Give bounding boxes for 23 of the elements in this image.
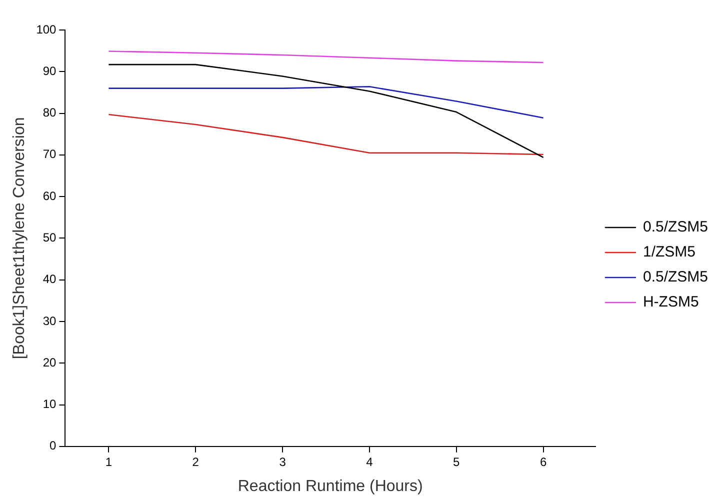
x-tick-label: 5 [453,454,460,469]
y-tick-label: 50 [42,230,57,245]
y-tick-label: 40 [42,272,57,286]
y-tick-label: 70 [42,147,57,162]
legend-label: 0.5/ZSM5 [642,268,708,286]
legend-label: H-ZSM5 [642,294,699,311]
legend-label: 0.5/ZSM5 [642,218,708,236]
y-tick-label: 10 [42,397,57,412]
x-axis-title: Reaction Runtime (Hours) [238,478,423,495]
y-tick-label: 0 [50,438,57,453]
y-tick-label: 80 [42,106,57,120]
y-tick-label: 100 [36,22,57,36]
x-tick-label: 6 [540,454,547,469]
x-tick-label: 2 [192,454,200,469]
y-tick-label: 90 [42,64,57,78]
y-tick-label: 30 [42,314,57,328]
legend-label: 1/ZSM5 [642,244,696,261]
x-tick-label: 4 [366,454,374,469]
y-tick-label: 20 [42,355,57,370]
y-tick-label: 60 [42,188,57,203]
x-tick-label: 1 [105,454,112,469]
x-tick-label: 3 [279,454,286,469]
y-axis-title: [Book1]Sheet1thylene Conversion [11,117,28,360]
